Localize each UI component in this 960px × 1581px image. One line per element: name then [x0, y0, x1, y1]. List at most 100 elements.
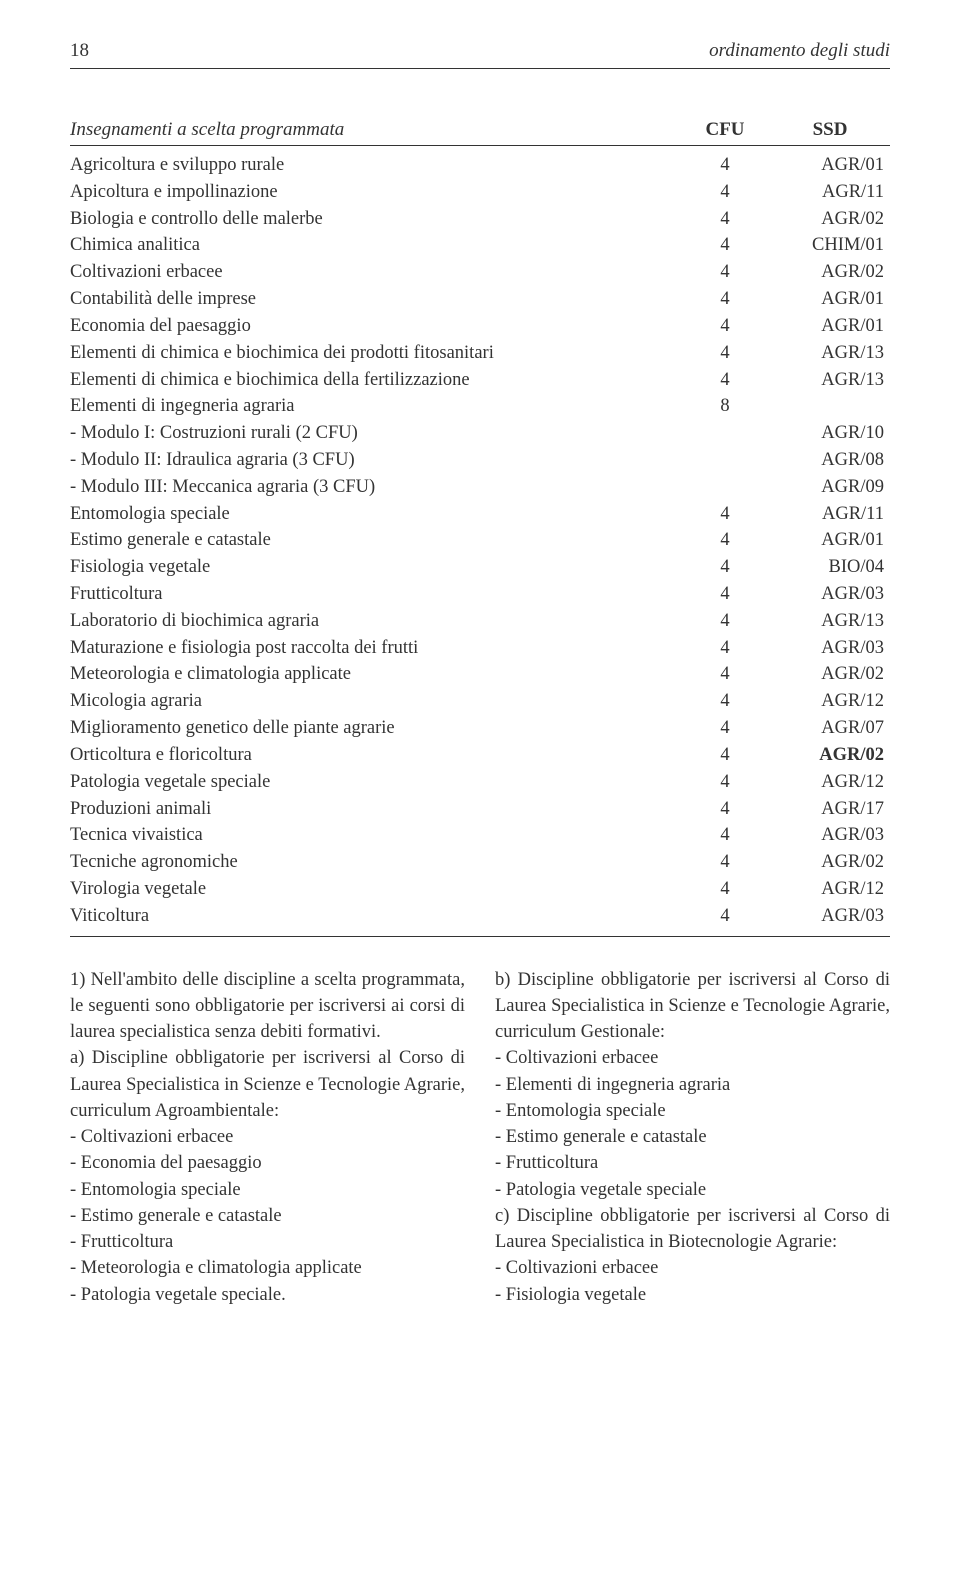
- course-cfu: [680, 447, 770, 474]
- body-line: - Patologia vegetale speciale: [495, 1177, 890, 1203]
- table-row: Orticoltura e floricoltura4AGR/02: [70, 742, 890, 769]
- course-cfu: 4: [680, 527, 770, 554]
- table-row: Meteorologia e climatologia applicate4AG…: [70, 661, 890, 688]
- course-cfu: 4: [680, 661, 770, 688]
- course-ssd: AGR/03: [770, 635, 890, 662]
- right-column: b) Discipline obbligatorie per iscrivers…: [495, 967, 890, 1308]
- course-cfu: [680, 474, 770, 501]
- course-name: Estimo generale e catastale: [70, 527, 680, 554]
- table-row: Elementi di chimica e biochimica della f…: [70, 367, 890, 394]
- course-ssd: CHIM/01: [770, 232, 890, 259]
- course-ssd: AGR/02: [770, 742, 890, 769]
- course-name: Maturazione e fisiologia post raccolta d…: [70, 635, 680, 662]
- body-line: - Coltivazioni erbacee: [495, 1255, 890, 1281]
- course-name: Elementi di chimica e biochimica della f…: [70, 367, 680, 394]
- course-name: - Modulo II: Idraulica agraria (3 CFU): [70, 447, 680, 474]
- course-name: Elementi di ingegneria agraria: [70, 393, 680, 420]
- course-ssd: AGR/13: [770, 340, 890, 367]
- table-row: Virologia vegetale4AGR/12: [70, 876, 890, 903]
- course-ssd: AGR/01: [770, 313, 890, 340]
- table-row: Apicoltura e impollinazione4AGR/11: [70, 179, 890, 206]
- course-cfu: 4: [680, 501, 770, 528]
- body-line: 1) Nell'ambito delle discipline a scelta…: [70, 967, 465, 1046]
- course-name: Entomologia speciale: [70, 501, 680, 528]
- body-columns: 1) Nell'ambito delle discipline a scelta…: [70, 967, 890, 1308]
- course-cfu: 4: [680, 608, 770, 635]
- body-line: - Fisiologia vegetale: [495, 1282, 890, 1308]
- table-row: Agricoltura e sviluppo rurale4AGR/01: [70, 152, 890, 179]
- course-cfu: 4: [680, 179, 770, 206]
- course-ssd: [770, 393, 890, 420]
- col-header-name: Insegnamenti a scelta programmata: [70, 119, 680, 141]
- table-row: Fisiologia vegetale4BIO/04: [70, 554, 890, 581]
- course-name: Viticoltura: [70, 903, 680, 930]
- course-ssd: AGR/12: [770, 688, 890, 715]
- course-cfu: 4: [680, 340, 770, 367]
- table-row: Contabilità delle imprese4AGR/01: [70, 286, 890, 313]
- col-header-cfu: CFU: [680, 119, 770, 141]
- course-name: Miglioramento genetico delle piante agra…: [70, 715, 680, 742]
- body-line: - Estimo generale e catastale: [495, 1124, 890, 1150]
- course-name: Contabilità delle imprese: [70, 286, 680, 313]
- course-name: Micologia agraria: [70, 688, 680, 715]
- table-row: Elementi di ingegneria agraria8: [70, 393, 890, 420]
- course-ssd: AGR/13: [770, 367, 890, 394]
- course-ssd: AGR/03: [770, 822, 890, 849]
- course-cfu: 4: [680, 206, 770, 233]
- table-row: Patologia vegetale speciale4AGR/12: [70, 769, 890, 796]
- course-name: Orticoltura e floricoltura: [70, 742, 680, 769]
- table-row: - Modulo I: Costruzioni rurali (2 CFU) AG…: [70, 420, 890, 447]
- body-line: - Patologia vegetale speciale.: [70, 1282, 465, 1308]
- table-row: Economia del paesaggio4AGR/01: [70, 313, 890, 340]
- course-cfu: 4: [680, 152, 770, 179]
- course-ssd: BIO/04: [770, 554, 890, 581]
- course-name: Economia del paesaggio: [70, 313, 680, 340]
- body-line: - Entomologia speciale: [70, 1177, 465, 1203]
- body-line: - Coltivazioni erbacee: [70, 1124, 465, 1150]
- course-name: - Modulo I: Costruzioni rurali (2 CFU): [70, 420, 680, 447]
- course-table: Insegnamenti a scelta programmata CFU SS…: [70, 119, 890, 937]
- course-ssd: AGR/08: [770, 447, 890, 474]
- course-ssd: AGR/01: [770, 286, 890, 313]
- course-cfu: 4: [680, 232, 770, 259]
- course-cfu: 4: [680, 769, 770, 796]
- course-ssd: AGR/02: [770, 206, 890, 233]
- course-cfu: 4: [680, 581, 770, 608]
- course-ssd: AGR/13: [770, 608, 890, 635]
- table-row: Coltivazioni erbacee4AGR/02: [70, 259, 890, 286]
- course-cfu: 4: [680, 849, 770, 876]
- table-row: Produzioni animali4AGR/17: [70, 796, 890, 823]
- body-line: - Coltivazioni erbacee: [495, 1045, 890, 1071]
- table-row: Biologia e controllo delle malerbe4AGR/0…: [70, 206, 890, 233]
- table-row: Chimica analitica4CHIM/01: [70, 232, 890, 259]
- body-line: - Elementi di ingegneria agraria: [495, 1072, 890, 1098]
- course-cfu: 4: [680, 259, 770, 286]
- course-ssd: AGR/11: [770, 179, 890, 206]
- col-header-ssd: SSD: [770, 119, 890, 141]
- course-cfu: 4: [680, 903, 770, 930]
- course-ssd: AGR/07: [770, 715, 890, 742]
- body-line: a) Discipline obbligatorie per iscrivers…: [70, 1045, 465, 1124]
- course-name: Fisiologia vegetale: [70, 554, 680, 581]
- body-line: b) Discipline obbligatorie per iscrivers…: [495, 967, 890, 1046]
- course-cfu: 4: [680, 876, 770, 903]
- table-header: Insegnamenti a scelta programmata CFU SS…: [70, 119, 890, 146]
- course-ssd: AGR/17: [770, 796, 890, 823]
- course-cfu: 4: [680, 313, 770, 340]
- table-row: Viticoltura4AGR/03: [70, 903, 890, 930]
- course-name: Frutticoltura: [70, 581, 680, 608]
- course-name: Biologia e controllo delle malerbe: [70, 206, 680, 233]
- course-ssd: AGR/10: [770, 420, 890, 447]
- course-name: Agricoltura e sviluppo rurale: [70, 152, 680, 179]
- course-name: Coltivazioni erbacee: [70, 259, 680, 286]
- course-name: Tecniche agronomiche: [70, 849, 680, 876]
- table-row: Elementi di chimica e biochimica dei pro…: [70, 340, 890, 367]
- course-ssd: AGR/11: [770, 501, 890, 528]
- table-body: Agricoltura e sviluppo rurale4AGR/01Apic…: [70, 152, 890, 930]
- course-cfu: 4: [680, 367, 770, 394]
- course-name: Produzioni animali: [70, 796, 680, 823]
- course-name: Tecnica vivaistica: [70, 822, 680, 849]
- course-cfu: [680, 420, 770, 447]
- body-line: - Frutticoltura: [495, 1150, 890, 1176]
- course-ssd: AGR/01: [770, 527, 890, 554]
